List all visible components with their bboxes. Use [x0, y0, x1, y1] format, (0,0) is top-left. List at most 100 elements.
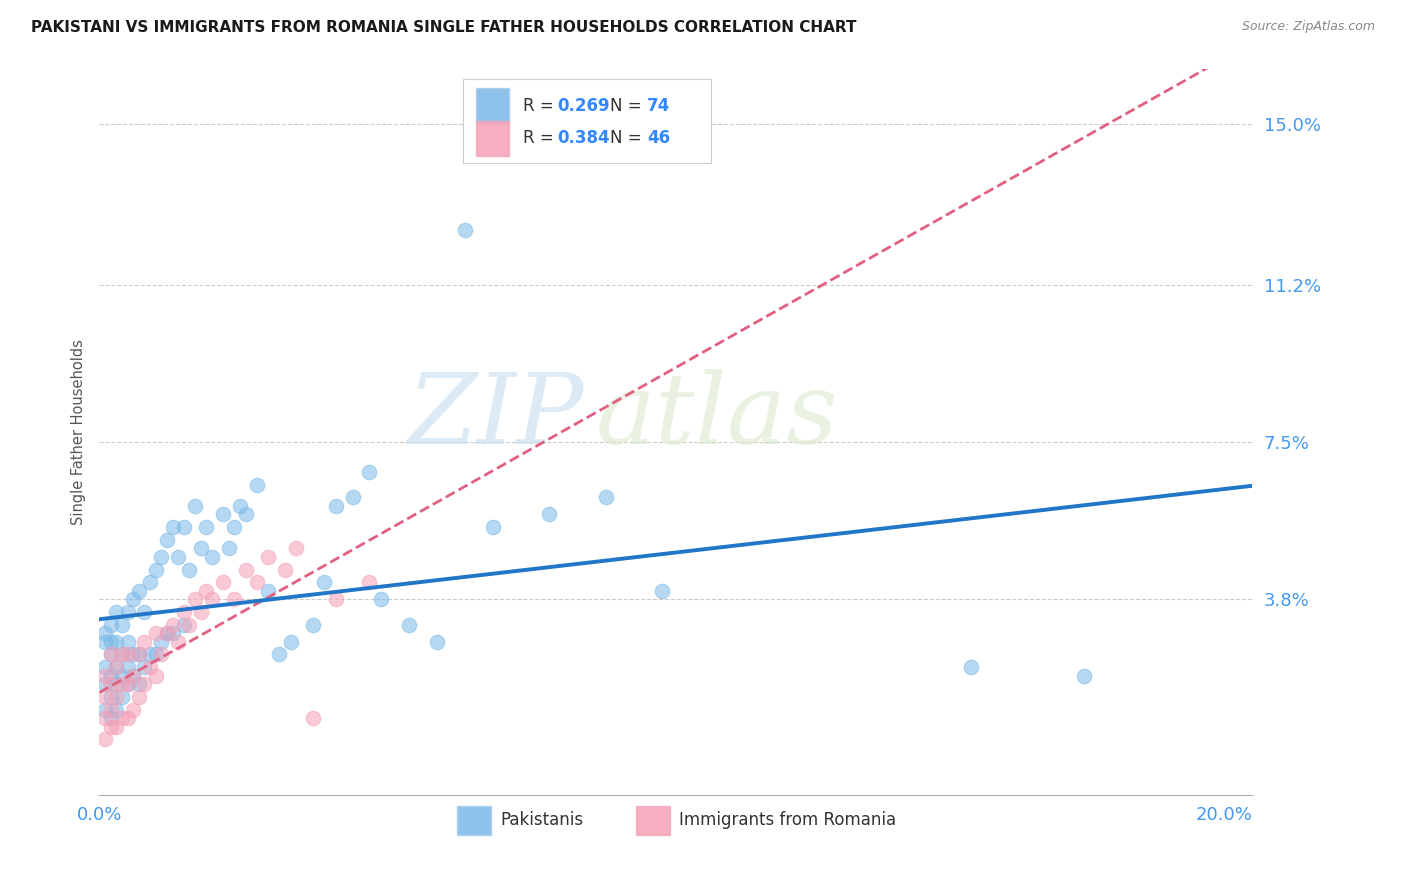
Point: [134, 605, 156, 619]
Point: [122, 703, 145, 717]
Point: [370, 592, 392, 607]
Point: [325, 499, 347, 513]
Point: [595, 491, 617, 505]
Text: 74: 74: [647, 96, 671, 114]
Point: [139, 575, 162, 590]
Point: [122, 669, 145, 683]
Point: [100, 648, 122, 662]
Point: [302, 617, 325, 632]
Point: [94, 660, 117, 674]
Point: [201, 549, 224, 564]
Point: [145, 563, 167, 577]
Point: [122, 592, 145, 607]
Point: [111, 690, 134, 704]
Point: [117, 660, 139, 674]
Text: 0.269: 0.269: [557, 96, 610, 114]
Text: ZIP: ZIP: [408, 369, 583, 465]
Bar: [457, 805, 492, 835]
Point: [94, 626, 117, 640]
Point: [134, 677, 156, 691]
Point: [195, 583, 218, 598]
Point: [173, 617, 195, 632]
Point: [325, 592, 347, 607]
Point: [167, 634, 190, 648]
Point: [94, 677, 117, 691]
Text: atlas: atlas: [595, 369, 838, 465]
Point: [359, 465, 381, 479]
Bar: [636, 805, 671, 835]
Text: PAKISTANI VS IMMIGRANTS FROM ROMANIA SINGLE FATHER HOUSEHOLDS CORRELATION CHART: PAKISTANI VS IMMIGRANTS FROM ROMANIA SIN…: [31, 20, 856, 35]
Point: [246, 477, 269, 491]
Text: R =: R =: [523, 129, 558, 147]
Point: [162, 617, 184, 632]
Y-axis label: Single Father Households: Single Father Households: [72, 339, 86, 524]
Point: [190, 541, 212, 556]
Point: [224, 520, 246, 534]
Point: [201, 592, 224, 607]
Point: [398, 617, 420, 632]
Point: [134, 660, 156, 674]
Point: [145, 669, 167, 683]
Point: [105, 634, 128, 648]
Point: [173, 520, 195, 534]
Point: [960, 660, 983, 674]
Point: [150, 549, 173, 564]
Point: [195, 520, 218, 534]
Point: [105, 690, 128, 704]
Point: [651, 583, 673, 598]
Point: [145, 626, 167, 640]
Point: [257, 583, 280, 598]
Point: [179, 617, 201, 632]
Point: [105, 703, 128, 717]
Point: [190, 605, 212, 619]
Point: [100, 711, 122, 725]
FancyBboxPatch shape: [463, 79, 710, 163]
Text: N =: N =: [610, 96, 647, 114]
Point: [105, 720, 128, 734]
Point: [117, 677, 139, 691]
Text: R =: R =: [523, 96, 558, 114]
Point: [128, 677, 150, 691]
Point: [285, 541, 308, 556]
Point: [257, 549, 280, 564]
Point: [122, 669, 145, 683]
Point: [235, 563, 257, 577]
Point: [105, 660, 128, 674]
Point: [105, 677, 128, 691]
Point: [482, 520, 505, 534]
Point: [156, 626, 179, 640]
Point: [342, 491, 364, 505]
Point: [111, 677, 134, 691]
Point: [117, 711, 139, 725]
Text: Immigrants from Romania: Immigrants from Romania: [679, 811, 897, 829]
Point: [246, 575, 269, 590]
Point: [212, 508, 235, 522]
Bar: [477, 88, 509, 123]
Point: [314, 575, 336, 590]
Point: [1073, 669, 1095, 683]
Point: [184, 592, 207, 607]
Point: [111, 648, 134, 662]
Point: [100, 617, 122, 632]
Point: [100, 634, 122, 648]
Point: [162, 520, 184, 534]
Point: [128, 648, 150, 662]
Text: 46: 46: [647, 129, 671, 147]
Point: [117, 605, 139, 619]
Point: [302, 711, 325, 725]
Point: [162, 626, 184, 640]
Point: [100, 648, 122, 662]
Text: 0.384: 0.384: [557, 129, 610, 147]
Point: [139, 648, 162, 662]
Point: [150, 634, 173, 648]
Point: [156, 533, 179, 547]
Point: [105, 660, 128, 674]
Point: [280, 634, 302, 648]
Point: [94, 732, 117, 747]
Point: [111, 648, 134, 662]
Point: [117, 677, 139, 691]
Point: [184, 499, 207, 513]
Point: [538, 508, 561, 522]
Bar: [477, 120, 509, 155]
Point: [105, 605, 128, 619]
